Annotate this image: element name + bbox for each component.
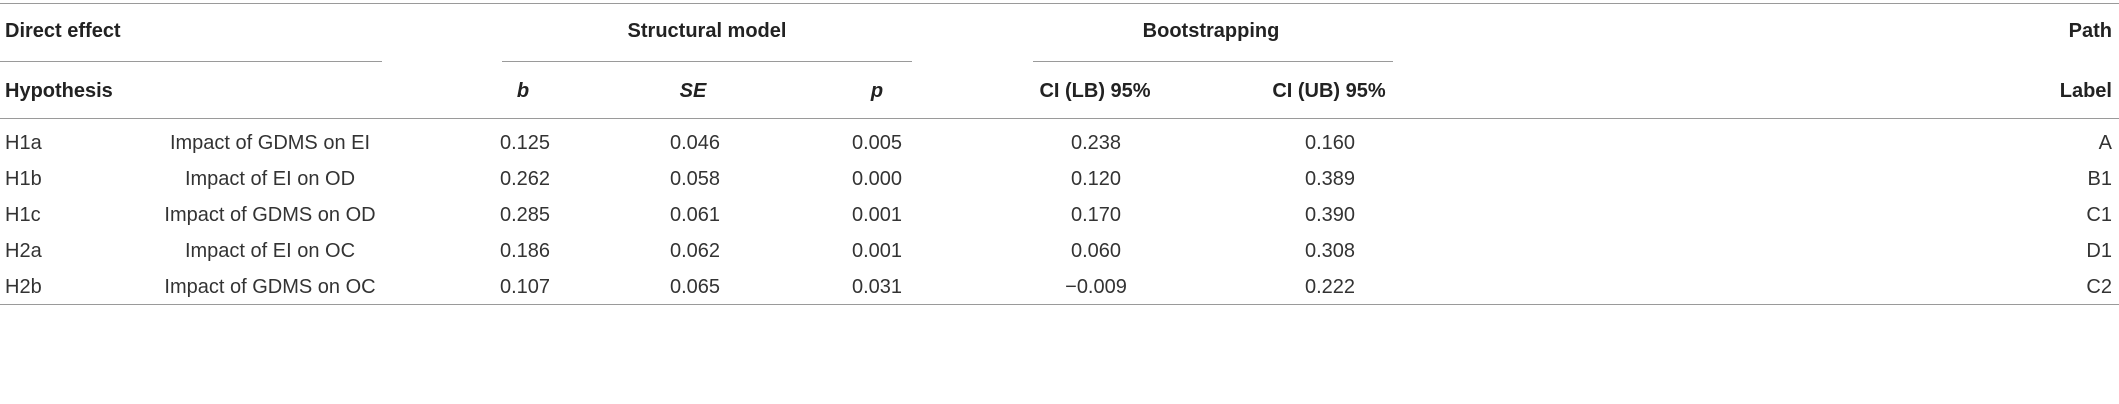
group-header: Bootstrapping [1142,20,1280,42]
bottom-rule [0,304,2119,305]
cell: H1b [5,168,42,190]
cell: 0.062 [669,240,721,262]
cell: C1 [2086,204,2112,226]
column-header: SE [679,80,707,102]
cell: 0.308 [1304,240,1356,262]
cell: Impact of GDMS on OC [164,276,376,298]
cell: 0.058 [669,168,721,190]
cell: 0.262 [499,168,551,190]
cell: 0.390 [1304,204,1356,226]
column-header: Hypothesis [5,80,113,102]
cell: 0.222 [1304,276,1356,298]
top-rule [0,3,2119,4]
cell: H1a [5,132,42,154]
header-rule [0,118,2119,119]
cell: 0.061 [669,204,721,226]
cell: 0.238 [1070,132,1122,154]
column-header: CI (UB) 95% [1272,80,1386,102]
cell: 0.285 [499,204,551,226]
cell: 0.186 [499,240,551,262]
cell: Impact of EI on OC [184,240,356,262]
cell: Impact of GDMS on EI [169,132,371,154]
cell: 0.170 [1070,204,1122,226]
cell: D1 [2086,240,2112,262]
group-rule [502,61,912,62]
cell: 0.005 [851,132,903,154]
cell: 0.160 [1304,132,1356,154]
column-header: Label [2059,80,2112,102]
group-header: Direct effect [5,20,121,42]
cell: H1c [5,204,41,226]
column-header: p [870,80,884,102]
cell: 0.000 [851,168,903,190]
cell: 0.120 [1070,168,1122,190]
cell: 0.389 [1304,168,1356,190]
cell: 0.060 [1070,240,1122,262]
cell: 0.107 [499,276,551,298]
cell: H2b [5,276,42,298]
group-header: Path [2068,20,2112,42]
group-rule [1033,61,1393,62]
cell: −0.009 [1065,276,1127,298]
cell: H2a [5,240,42,262]
cell: Impact of EI on OD [184,168,356,190]
cell: B1 [2087,168,2112,190]
column-header: CI (LB) 95% [1039,80,1151,102]
cell: Impact of GDMS on OD [164,204,376,226]
group-rule [0,61,382,62]
cell: 0.046 [669,132,721,154]
cell: 0.031 [851,276,903,298]
column-header: b [516,80,530,102]
cell: 0.125 [499,132,551,154]
cell: 0.001 [851,240,903,262]
cell: 0.065 [669,276,721,298]
group-header: Structural model [627,20,787,42]
cell: 0.001 [851,204,903,226]
cell: C2 [2086,276,2112,298]
cell: A [2098,132,2112,154]
